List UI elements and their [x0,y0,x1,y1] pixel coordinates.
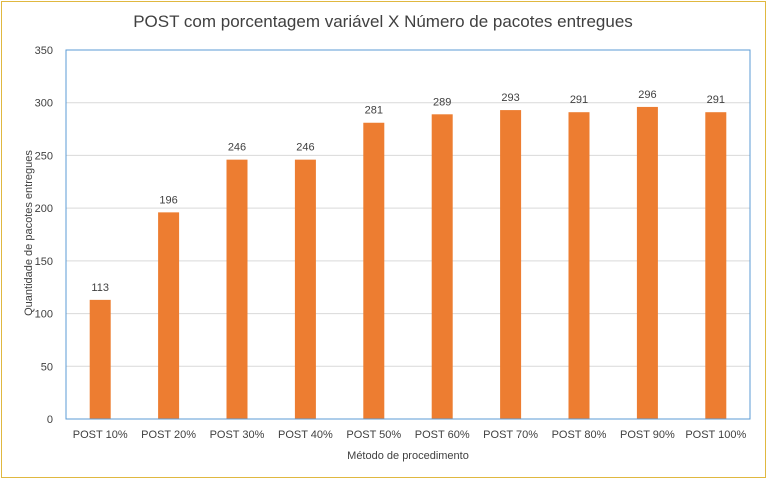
x-tick-label: POST 70% [483,429,538,441]
bar [705,112,727,420]
y-axis-label: Quantidade de pacotes entregues [23,150,35,316]
bar [294,159,316,419]
x-tick-label: POST 50% [346,429,401,441]
bar [500,110,522,419]
y-tick-label: 150 [35,256,53,268]
data-label: 196 [159,194,177,206]
y-tick-label: 50 [41,361,53,373]
data-label: 113 [91,282,109,294]
data-label: 291 [707,94,725,106]
y-tick-label: 0 [47,414,53,426]
plot-area-border [65,49,751,420]
data-label: 246 [228,142,246,154]
y-tick-label: 200 [35,203,53,215]
data-labels: 113 196 246 246 281 289 293 291 296 291 [91,89,725,294]
bar [431,114,453,419]
x-tick-label: POST 60% [415,429,470,441]
data-label: 289 [433,96,451,108]
y-tick-label: 250 [35,150,53,162]
bar [89,299,111,419]
x-tick-label: POST 90% [620,429,675,441]
x-axis-ticks: POST 10% POST 20% POST 30% POST 40% POST 50%… [73,429,747,441]
bar [226,159,248,419]
bar [636,106,658,419]
x-tick-label: POST 40% [278,429,333,441]
data-label: 293 [501,92,519,104]
bar [363,122,385,419]
y-axis-ticks: 0 50 100 150 200 250 300 350 [35,45,53,426]
bar [568,112,590,420]
x-tick-label: POST 100% [685,429,746,441]
data-label: 291 [570,94,588,106]
x-tick-label: POST 10% [73,429,128,441]
bar [158,212,180,419]
data-label: 281 [365,105,383,117]
x-tick-label: POST 20% [141,429,196,441]
bars [89,106,727,420]
y-tick-label: 350 [35,45,53,57]
x-tick-label: POST 30% [210,429,265,441]
y-tick-label: 100 [35,309,53,321]
data-label: 246 [296,142,314,154]
y-tick-label: 300 [35,98,53,110]
data-label: 296 [638,89,656,101]
x-axis-label: Método de procedimento [347,450,469,462]
x-tick-label: POST 80% [552,429,607,441]
chart-title: POST com porcentagem variável X Número d… [133,12,633,31]
